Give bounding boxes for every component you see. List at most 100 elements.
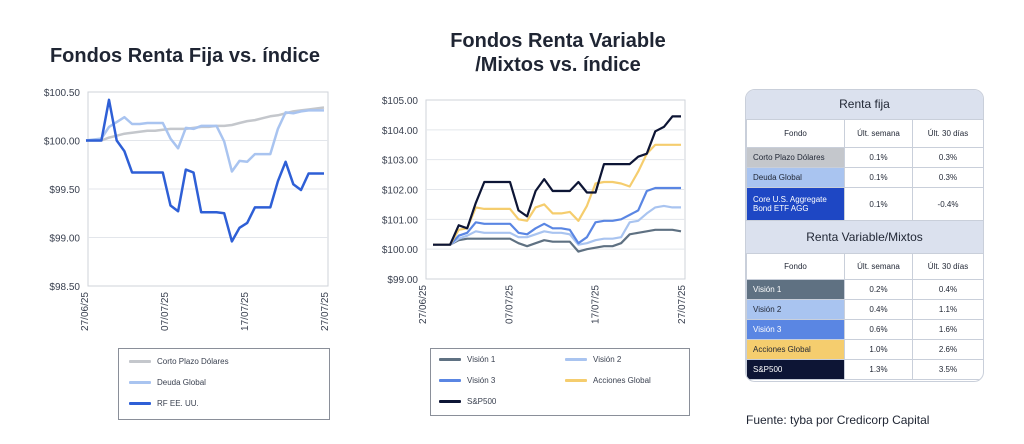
y-tick-label: $105.00 [382,96,419,107]
variable-income-title: Renta Variable/Mixtos [746,221,983,253]
month-return-cell: -0.4% [912,187,983,221]
week-return-cell: 0.1% [844,147,913,168]
week-return-cell: 0.1% [844,167,913,188]
y-tick-label: $99.00 [387,275,418,286]
series-line [433,204,681,246]
x-tick-label: 27/06/25 [80,292,91,331]
x-tick-label: 17/07/25 [591,285,602,324]
fund-name-cell: Visión 2 [746,299,845,320]
legend-label: RF EE. UU. [157,399,199,408]
chart1-legend: Corto Plazo Dólares Deuda Global RF EE. … [118,348,330,420]
table-row: Visión 2 0.4% 1.1% [746,299,983,320]
legend-swatch [129,360,151,363]
legend-label: Corto Plazo Dólares [157,357,229,366]
x-tick-label: 27/06/25 [418,285,429,324]
week-return-cell: 0.4% [844,299,913,320]
y-tick-label: $99.00 [49,234,80,245]
y-tick-label: $100.00 [44,137,81,148]
returns-table: Renta fija Fondo Últ. semana Últ. 30 día… [745,89,984,382]
table-row: Deuda Global 0.1% 0.3% [746,167,983,188]
week-return-cell: 1.0% [844,339,913,360]
series-line [433,228,682,253]
legend-item: RF EE. UU. [129,399,199,408]
series-line [86,98,324,243]
col-header-fund: Fondo [746,253,845,280]
col-header-30d: Últ. 30 días [912,119,983,148]
y-tick-label: $104.00 [382,126,419,137]
table-row: Corto Plazo Dólares 0.1% 0.3% [746,147,983,168]
col-header-30d: Últ. 30 días [912,253,983,280]
fund-name-cell: Deuda Global [746,167,845,188]
col-header-fund: Fondo [746,119,845,148]
legend-swatch [439,379,461,382]
y-tick-label: $98.50 [49,282,80,293]
y-tick-label: $103.00 [382,156,419,167]
chart2-title-line2: /Mixtos vs. índice [475,54,641,76]
legend-label: Visión 2 [593,355,622,364]
x-tick-label: 07/07/25 [160,292,171,331]
table-row: Core U.S. Aggregate Bond ETF AGG 0.1% -0.4… [746,187,983,221]
series-line [433,143,681,246]
legend-swatch [439,358,461,361]
legend-item: Corto Plazo Dólares [129,357,229,366]
legend-item: Visión 3 [439,376,495,385]
legend-item: Visión 2 [565,355,621,364]
y-tick-label: $99.50 [49,185,80,196]
table-row: Acciones Global 1.0% 2.6% [746,339,983,360]
y-tick-label: $100.50 [44,88,81,99]
legend-item: Visión 1 [439,355,495,364]
table-row: Visión 3 0.6% 1.6% [746,319,983,340]
series-line [85,109,324,173]
legend-label: S&P500 [467,397,497,406]
legend-label: Visión 1 [467,355,496,364]
col-header-week: Últ. semana [844,119,913,148]
fund-name-cell: S&P500 [746,359,845,380]
month-return-cell: 0.4% [912,279,983,300]
col-header-week: Últ. semana [844,253,913,280]
legend-label: Deuda Global [157,378,206,387]
fund-name-cell: Acciones Global [746,339,845,360]
fixed-income-title: Renta fija [746,90,983,119]
legend-item: Deuda Global [129,378,206,387]
legend-swatch [439,400,461,403]
month-return-cell: 0.3% [912,167,983,188]
y-tick-label: $102.00 [382,186,419,197]
month-return-cell: 1.6% [912,319,983,340]
series-line [433,186,681,246]
legend-item: Acciones Global [565,376,651,385]
x-tick-label: 17/07/25 [240,292,251,331]
week-return-cell: 1.3% [844,359,913,380]
table-row: Visión 1 0.2% 0.4% [746,279,983,300]
source-note: Fuente: tyba por Credicorp Capital [746,413,930,427]
legend-swatch [565,358,587,361]
week-return-cell: 0.2% [844,279,913,300]
month-return-cell: 0.3% [912,147,983,168]
week-return-cell: 0.1% [844,187,913,221]
chart1-title: Fondos Renta Fija vs. índice [49,45,321,67]
legend-swatch [129,402,151,405]
fund-name-cell: Corto Plazo Dólares [746,147,845,168]
y-tick-label: $100.00 [382,245,419,256]
legend-label: Visión 3 [467,376,496,385]
fixed-income-table: Fondo Últ. semana Últ. 30 días Corto Pla… [746,119,983,221]
month-return-cell: 2.6% [912,339,983,360]
fund-name-cell: Visión 3 [746,319,845,340]
fund-name-cell: Core U.S. Aggregate Bond ETF AGG [746,187,845,221]
fund-name-cell: Visión 1 [746,279,845,300]
series-line [433,115,681,246]
legend-swatch [565,379,587,382]
chart2-legend: Visión 1 Visión 2 Visión 3 Acciones Glob… [430,348,690,416]
legend-item: S&P500 [439,397,496,406]
legend-swatch [129,381,151,384]
x-tick-label: 27/07/25 [677,285,688,324]
x-tick-label: 07/07/25 [504,285,515,324]
month-return-cell: 3.5% [912,359,983,380]
legend-label: Acciones Global [593,376,651,385]
x-tick-label: 27/07/25 [320,292,331,331]
month-return-cell: 1.1% [912,299,983,320]
week-return-cell: 0.6% [844,319,913,340]
chart2-title-line1: Fondos Renta Variable [450,30,666,52]
